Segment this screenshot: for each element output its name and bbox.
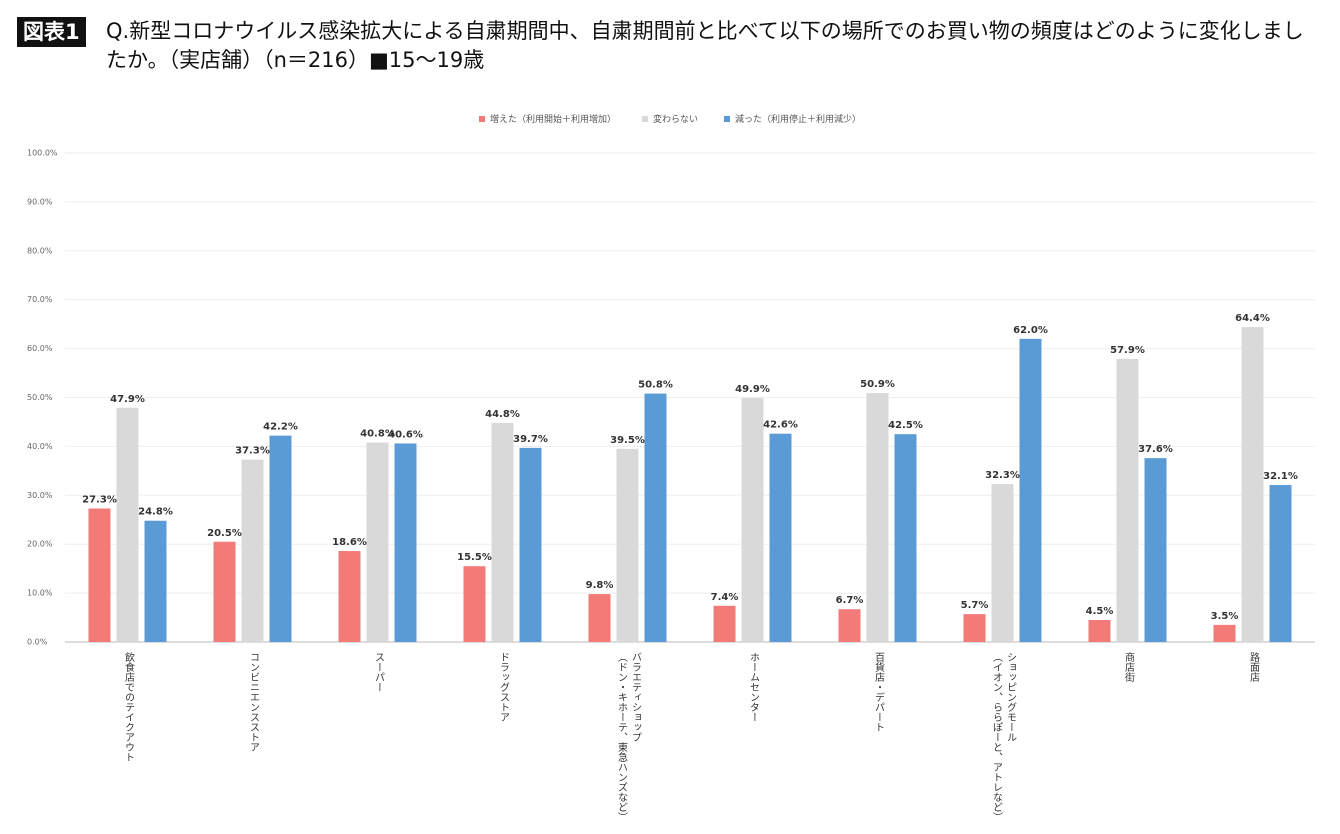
value-label: 44.8% xyxy=(485,409,520,420)
bar xyxy=(866,393,889,642)
bar xyxy=(241,459,264,642)
value-label: 5.7% xyxy=(961,600,989,611)
bar xyxy=(491,422,514,642)
bar xyxy=(991,484,1014,642)
y-tick-label: 20.0% xyxy=(27,540,53,549)
chart-title: Q.新型コロナウイルス感染拡大による自粛期間中、自粛期間前と比べて以下の場所での… xyxy=(106,19,1304,72)
bar xyxy=(1269,485,1292,642)
bar xyxy=(116,407,139,642)
y-tick-label: 90.0% xyxy=(27,197,53,206)
value-label: 57.9% xyxy=(1110,345,1145,356)
value-label: 62.0% xyxy=(1013,325,1048,336)
bar xyxy=(269,435,292,642)
bar xyxy=(838,609,861,642)
figure-badge: 図表1 xyxy=(17,17,86,47)
legend: 増えた（利用開始＋利用増加） 変わらない 減った（利用停止＋利用減少） xyxy=(0,112,1340,125)
value-label: 3.5% xyxy=(1211,611,1239,622)
bar xyxy=(1019,338,1042,642)
value-label: 42.6% xyxy=(763,420,798,431)
value-label: 18.6% xyxy=(332,537,367,548)
value-label: 9.8% xyxy=(586,580,614,591)
value-label: 39.7% xyxy=(513,434,548,445)
bar xyxy=(713,605,736,642)
bar xyxy=(741,397,764,642)
x-tick-label: ドラッグストア xyxy=(497,652,509,722)
x-tick-label: 路面店 xyxy=(1247,652,1259,682)
y-tick-label: 40.0% xyxy=(27,442,53,451)
value-label: 50.8% xyxy=(638,380,673,391)
bar xyxy=(616,448,639,642)
bar xyxy=(519,447,542,642)
bar xyxy=(644,393,667,642)
value-label: 32.1% xyxy=(1263,471,1298,482)
bar xyxy=(394,443,417,642)
legend-label: 変わらない xyxy=(652,115,698,125)
value-label: 37.6% xyxy=(1138,444,1173,455)
y-tick-label: 10.0% xyxy=(27,589,53,598)
value-label: 42.2% xyxy=(263,422,298,433)
bar xyxy=(894,434,917,642)
value-label: 27.3% xyxy=(82,495,117,506)
x-tick-label: 飲食店でのテイクアウト xyxy=(122,652,134,762)
bar xyxy=(963,614,986,642)
x-tick-label: ホームセンター xyxy=(747,652,759,722)
y-tick-label: 70.0% xyxy=(27,295,53,304)
legend-item: 減った（利用停止＋利用減少） xyxy=(724,112,861,125)
value-label: 64.4% xyxy=(1235,313,1270,324)
bar xyxy=(213,541,236,642)
value-label: 40.8% xyxy=(360,428,395,439)
x-tick-label: バラエティショップ （ドン・キホーテ、東急ハンズなど） xyxy=(615,652,641,822)
y-tick-label: 60.0% xyxy=(27,344,53,353)
bar xyxy=(88,508,111,642)
value-label: 50.9% xyxy=(860,379,895,390)
value-label: 6.7% xyxy=(836,595,864,606)
value-label: 47.9% xyxy=(110,394,145,405)
value-label: 7.4% xyxy=(711,592,739,603)
x-tick-label: スーパー xyxy=(372,652,384,692)
y-tick-label: 0.0% xyxy=(27,638,48,647)
value-label: 40.6% xyxy=(388,429,423,440)
x-tick-label: 百貨店・デパート xyxy=(872,652,884,732)
legend-item: 増えた（利用開始＋利用増加） xyxy=(478,112,616,125)
value-label: 4.5% xyxy=(1086,606,1114,617)
legend-swatch xyxy=(478,115,485,122)
legend-swatch xyxy=(724,115,730,122)
value-label: 49.9% xyxy=(735,384,770,395)
bar xyxy=(366,442,389,642)
x-tick-label: コンビニエンスストア xyxy=(247,652,259,752)
bar xyxy=(1213,624,1236,642)
y-tick-label: 50.0% xyxy=(27,393,53,402)
value-label: 24.8% xyxy=(138,507,173,518)
value-label: 42.5% xyxy=(888,420,923,431)
value-label: 32.3% xyxy=(985,470,1020,481)
bar xyxy=(144,520,167,642)
bar xyxy=(1088,619,1111,642)
value-label: 20.5% xyxy=(207,528,242,539)
x-tick-label: ショッピングモール （イオン、ららぽーと、アトレなど） xyxy=(990,652,1016,822)
bar xyxy=(588,594,611,642)
x-tick-label: 商店街 xyxy=(1122,652,1134,682)
bar xyxy=(338,551,361,642)
value-label: 15.5% xyxy=(457,552,492,563)
legend-item: 変わらない xyxy=(641,112,698,125)
legend-label: 減った（利用停止＋利用減少） xyxy=(735,115,862,125)
legend-swatch xyxy=(641,115,648,122)
y-tick-label: 30.0% xyxy=(27,491,53,500)
y-tick-label: 80.0% xyxy=(27,246,53,255)
bar xyxy=(1241,327,1264,642)
bar xyxy=(1116,358,1139,642)
value-label: 37.3% xyxy=(235,446,270,457)
bar xyxy=(1144,458,1167,642)
y-tick-label: 100.0% xyxy=(27,149,58,158)
bar xyxy=(769,433,792,642)
legend-label: 増えた（利用開始＋利用増加） xyxy=(489,115,616,125)
value-label: 39.5% xyxy=(610,435,645,446)
bar xyxy=(463,566,486,642)
